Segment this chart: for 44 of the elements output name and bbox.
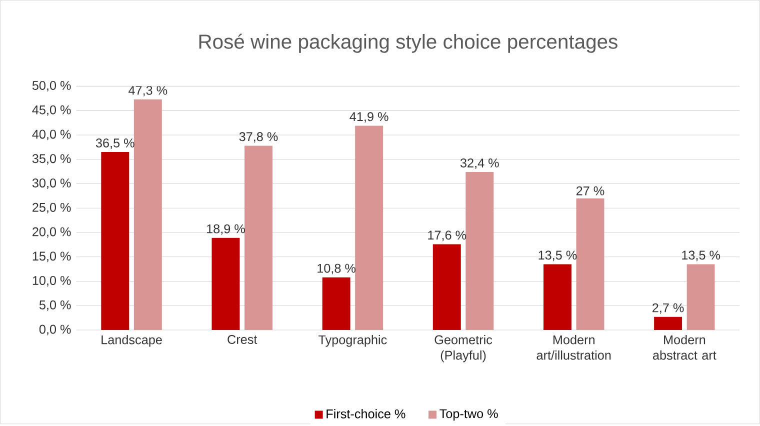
data-label: 37,8 % <box>239 132 278 143</box>
data-label: 2,7 % <box>652 303 684 314</box>
data-label: 13,5 % <box>538 250 577 262</box>
y-tick-label: 0,0 % <box>39 324 71 336</box>
x-tick-label: Crest <box>228 334 258 344</box>
bar <box>212 238 240 330</box>
chart-title: Rosé wine packaging style choice percentages <box>199 34 618 53</box>
y-tick-label: 40,0 % <box>32 130 71 140</box>
legend-label: Top-two % <box>440 409 498 421</box>
bar <box>576 198 604 330</box>
data-label: 10,8 % <box>318 264 356 274</box>
y-tick-label: 20,0 % <box>32 227 71 238</box>
y-tick-label: 30,0 % <box>32 178 71 189</box>
bar <box>686 264 715 330</box>
data-label: 18,9 % <box>207 224 245 235</box>
bar <box>466 172 494 330</box>
x-tick-label: Modern abstract art <box>652 334 716 360</box>
x-tick-label: Landscape <box>102 334 162 347</box>
bar <box>432 244 461 330</box>
data-label: 13,5 % <box>682 250 720 262</box>
data-label: 36,5 % <box>96 138 134 149</box>
bar <box>543 264 572 330</box>
bar <box>322 277 350 330</box>
bar <box>134 99 162 330</box>
data-label: 17,6 % <box>428 230 466 242</box>
data-label: 32,4 % <box>460 158 499 169</box>
y-tick-label: 25,0 % <box>32 202 71 214</box>
x-tick-label: Typographic <box>318 334 387 347</box>
data-label: 41,9 % <box>350 112 388 123</box>
y-tick-label: 50,0 % <box>32 80 71 92</box>
data-label: 47,3 % <box>128 86 168 96</box>
x-tick-label: Modern art/illustration <box>536 334 611 360</box>
bar <box>244 146 272 330</box>
legend-label: First-choice % <box>326 409 406 418</box>
bar <box>101 152 130 330</box>
y-tick-label: 10,0 % <box>32 276 71 286</box>
bar <box>355 126 384 330</box>
y-tick-label: 45,0 % <box>32 105 71 116</box>
x-tick-label: Geometric (Playful) <box>434 334 492 362</box>
bar <box>654 316 682 330</box>
y-tick-label: 35,0 % <box>32 154 71 165</box>
data-label: 27 % <box>576 186 604 196</box>
y-tick-label: 5,0 % <box>39 300 71 311</box>
y-tick-label: 15,0 % <box>32 252 71 262</box>
